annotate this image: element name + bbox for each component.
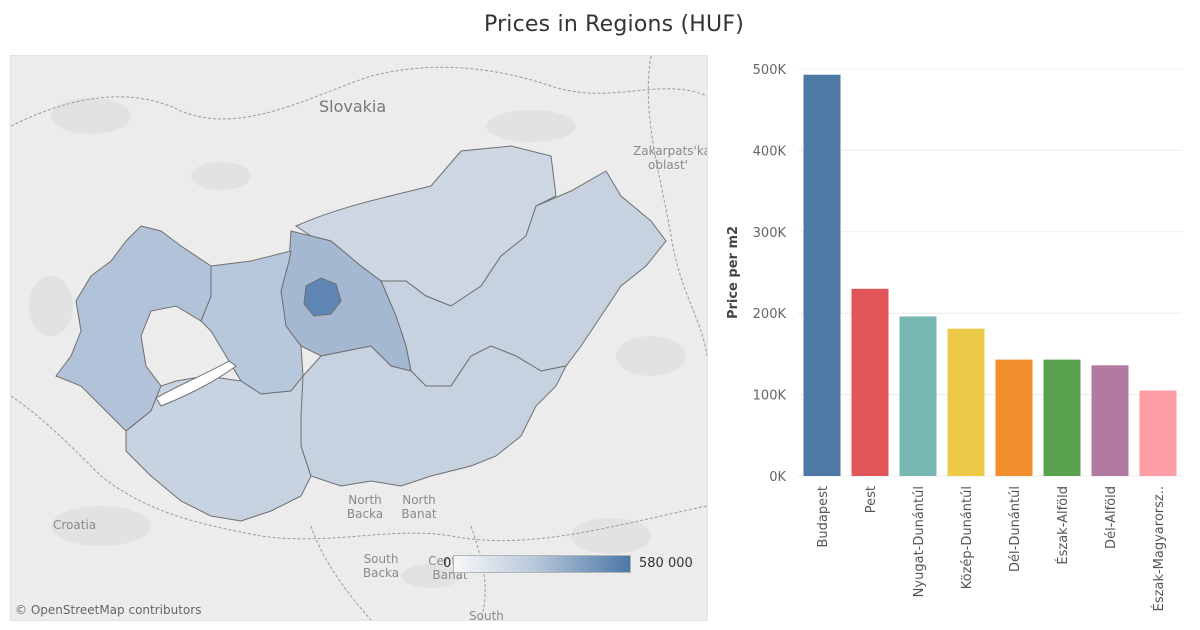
y-tick-label: 500K	[753, 63, 787, 78]
legend-min: 0	[443, 556, 452, 571]
label-croatia: Croatia	[53, 518, 97, 532]
bar	[803, 74, 841, 476]
map-attribution[interactable]: © OpenStreetMap contributors	[15, 603, 202, 617]
y-axis-title: Price per m2	[726, 226, 741, 319]
color-legend: 0 580 000	[443, 553, 693, 579]
bar	[1139, 390, 1177, 476]
x-tick-label: Nyugat-Dunántúl	[912, 486, 927, 597]
x-tick-label: Észak-Magyarorsz..	[1151, 486, 1167, 611]
x-tick-label: Közép-Dunántúl	[960, 486, 975, 589]
y-tick-label: 400K	[753, 144, 787, 159]
bar	[947, 328, 985, 476]
bar-chart-panel: 0K 100K 200K 300K 400K 500K Price per m2 Budape…	[712, 55, 1200, 630]
y-tick-label: 300K	[753, 226, 787, 241]
label-slovakia: Slovakia	[319, 97, 387, 116]
bar	[1043, 359, 1081, 476]
x-tick-label: Budapest	[816, 486, 831, 548]
lake-balaton	[155, 360, 237, 407]
bar	[899, 316, 937, 476]
bar	[1091, 365, 1129, 476]
x-tick-label: Dél-Alföld	[1104, 486, 1119, 549]
region-del-alfold[interactable]	[300, 345, 567, 487]
label-north-backa: North Backa	[346, 493, 384, 521]
label-south: South	[469, 609, 504, 621]
region-map[interactable]: Slovakia Zakarpats'ka oblast' Croatia No…	[10, 55, 708, 621]
y-tick-label: 0K	[769, 470, 786, 485]
country-borders	[11, 56, 707, 620]
legend-max: 580 000	[639, 556, 693, 571]
label-north-banat: North Banat	[401, 493, 437, 521]
bar-chart: 0K 100K 200K 300K 400K 500K Price per m2 Budape…	[726, 63, 1182, 611]
x-tick-label: Dél-Dunántúl	[1008, 486, 1023, 572]
bar	[851, 288, 889, 476]
x-tick-label: Pest	[864, 486, 879, 513]
y-tick-label: 200K	[753, 307, 787, 322]
map-terrain	[29, 98, 686, 588]
y-tick-label: 100K	[753, 389, 787, 404]
bar	[995, 359, 1033, 476]
legend-gradient	[453, 555, 631, 573]
label-south-backa: South Backa	[362, 552, 400, 580]
region-budapest[interactable]	[303, 277, 342, 317]
map-canvas[interactable]	[11, 56, 707, 620]
chart-title: Prices in Regions (HUF)	[483, 12, 744, 37]
label-zakarpats: Zakarpats'ka oblast'	[633, 144, 708, 172]
hungary-regions[interactable]	[55, 145, 667, 522]
x-tick-label: Észak-Alföld	[1055, 486, 1071, 565]
